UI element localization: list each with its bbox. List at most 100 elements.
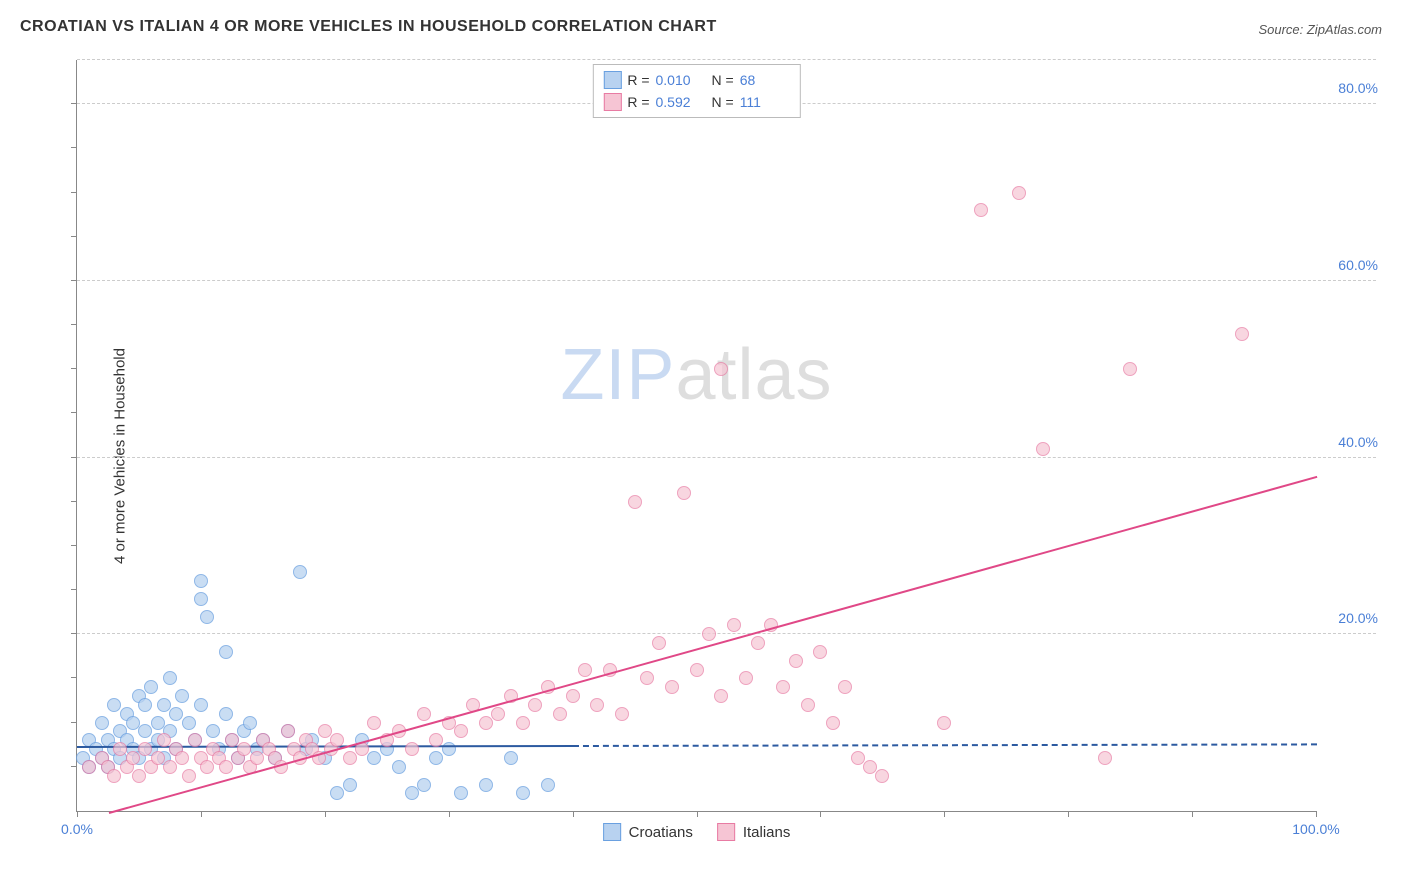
data-point — [200, 610, 214, 624]
legend-label: Croatians — [629, 824, 693, 841]
gridline-h — [77, 280, 1376, 281]
gridline-h — [77, 457, 1376, 458]
data-point — [157, 698, 171, 712]
data-point — [1123, 362, 1137, 376]
data-point — [813, 645, 827, 659]
data-point — [132, 769, 146, 783]
data-point — [219, 760, 233, 774]
x-tick — [820, 811, 821, 817]
data-point — [138, 724, 152, 738]
data-point — [578, 663, 592, 677]
data-point — [863, 760, 877, 774]
data-point — [789, 654, 803, 668]
data-point — [851, 751, 865, 765]
trend-line — [573, 743, 1317, 747]
data-point — [330, 786, 344, 800]
data-point — [516, 716, 530, 730]
legend-label: Italians — [743, 824, 791, 841]
y-tick — [71, 103, 77, 104]
chart-container: 4 or more Vehicles in Household ZIPatlas… — [20, 50, 1386, 862]
data-point — [479, 716, 493, 730]
data-point — [417, 778, 431, 792]
watermark-atlas: atlas — [675, 335, 832, 415]
data-point — [157, 733, 171, 747]
data-point — [504, 751, 518, 765]
x-tick — [697, 811, 698, 817]
data-point — [516, 786, 530, 800]
data-point — [151, 751, 165, 765]
legend-n-value: 68 — [740, 69, 790, 91]
y-tick — [71, 545, 77, 546]
data-point — [652, 636, 666, 650]
data-point — [293, 565, 307, 579]
data-point — [367, 751, 381, 765]
data-point — [665, 680, 679, 694]
data-point — [590, 698, 604, 712]
data-point — [714, 362, 728, 376]
legend-item: Italians — [717, 823, 791, 841]
data-point — [107, 769, 121, 783]
data-point — [182, 769, 196, 783]
data-point — [875, 769, 889, 783]
y-tick-label: 80.0% — [1338, 80, 1378, 96]
y-tick — [71, 368, 77, 369]
data-point — [405, 742, 419, 756]
data-point — [417, 707, 431, 721]
data-point — [188, 733, 202, 747]
y-tick — [71, 457, 77, 458]
legend-r-value: 0.010 — [656, 69, 706, 91]
data-point — [429, 751, 443, 765]
y-tick-label: 60.0% — [1338, 257, 1378, 273]
data-point — [237, 742, 251, 756]
data-point — [318, 724, 332, 738]
data-point — [628, 495, 642, 509]
legend-r-label: R = — [627, 91, 649, 113]
data-point — [163, 671, 177, 685]
data-point — [250, 751, 264, 765]
source-attribution: Source: ZipAtlas.com — [1258, 22, 1382, 37]
data-point — [163, 760, 177, 774]
data-point — [826, 716, 840, 730]
legend-swatch — [603, 71, 621, 89]
y-tick — [71, 766, 77, 767]
chart-title: CROATIAN VS ITALIAN 4 OR MORE VEHICLES I… — [20, 18, 717, 36]
y-tick — [71, 589, 77, 590]
x-tick — [325, 811, 326, 817]
data-point — [182, 716, 196, 730]
data-point — [454, 786, 468, 800]
y-tick — [71, 324, 77, 325]
data-point — [1098, 751, 1112, 765]
data-point — [169, 707, 183, 721]
legend-r-value: 0.592 — [656, 91, 706, 113]
series-legend: Croatians Italians — [603, 823, 791, 841]
x-tick — [1192, 811, 1193, 817]
x-tick — [449, 811, 450, 817]
data-point — [343, 751, 357, 765]
data-point — [429, 733, 443, 747]
data-point — [219, 707, 233, 721]
watermark: ZIPatlas — [560, 334, 832, 416]
watermark-zip: ZIP — [560, 335, 675, 415]
data-point — [615, 707, 629, 721]
data-point — [151, 716, 165, 730]
data-point — [138, 742, 152, 756]
data-point — [126, 716, 140, 730]
y-tick-label: 20.0% — [1338, 610, 1378, 626]
x-tick — [573, 811, 574, 817]
data-point — [281, 724, 295, 738]
data-point — [1235, 327, 1249, 341]
data-point — [491, 707, 505, 721]
data-point — [640, 671, 654, 685]
data-point — [454, 724, 468, 738]
data-point — [566, 689, 580, 703]
data-point — [82, 760, 96, 774]
data-point — [107, 698, 121, 712]
x-tick-label: 100.0% — [1292, 821, 1339, 837]
data-point — [727, 618, 741, 632]
data-point — [801, 698, 815, 712]
data-point — [200, 760, 214, 774]
data-point — [194, 592, 208, 606]
legend-r-label: R = — [627, 69, 649, 91]
legend-swatch — [603, 823, 621, 841]
x-tick — [944, 811, 945, 817]
